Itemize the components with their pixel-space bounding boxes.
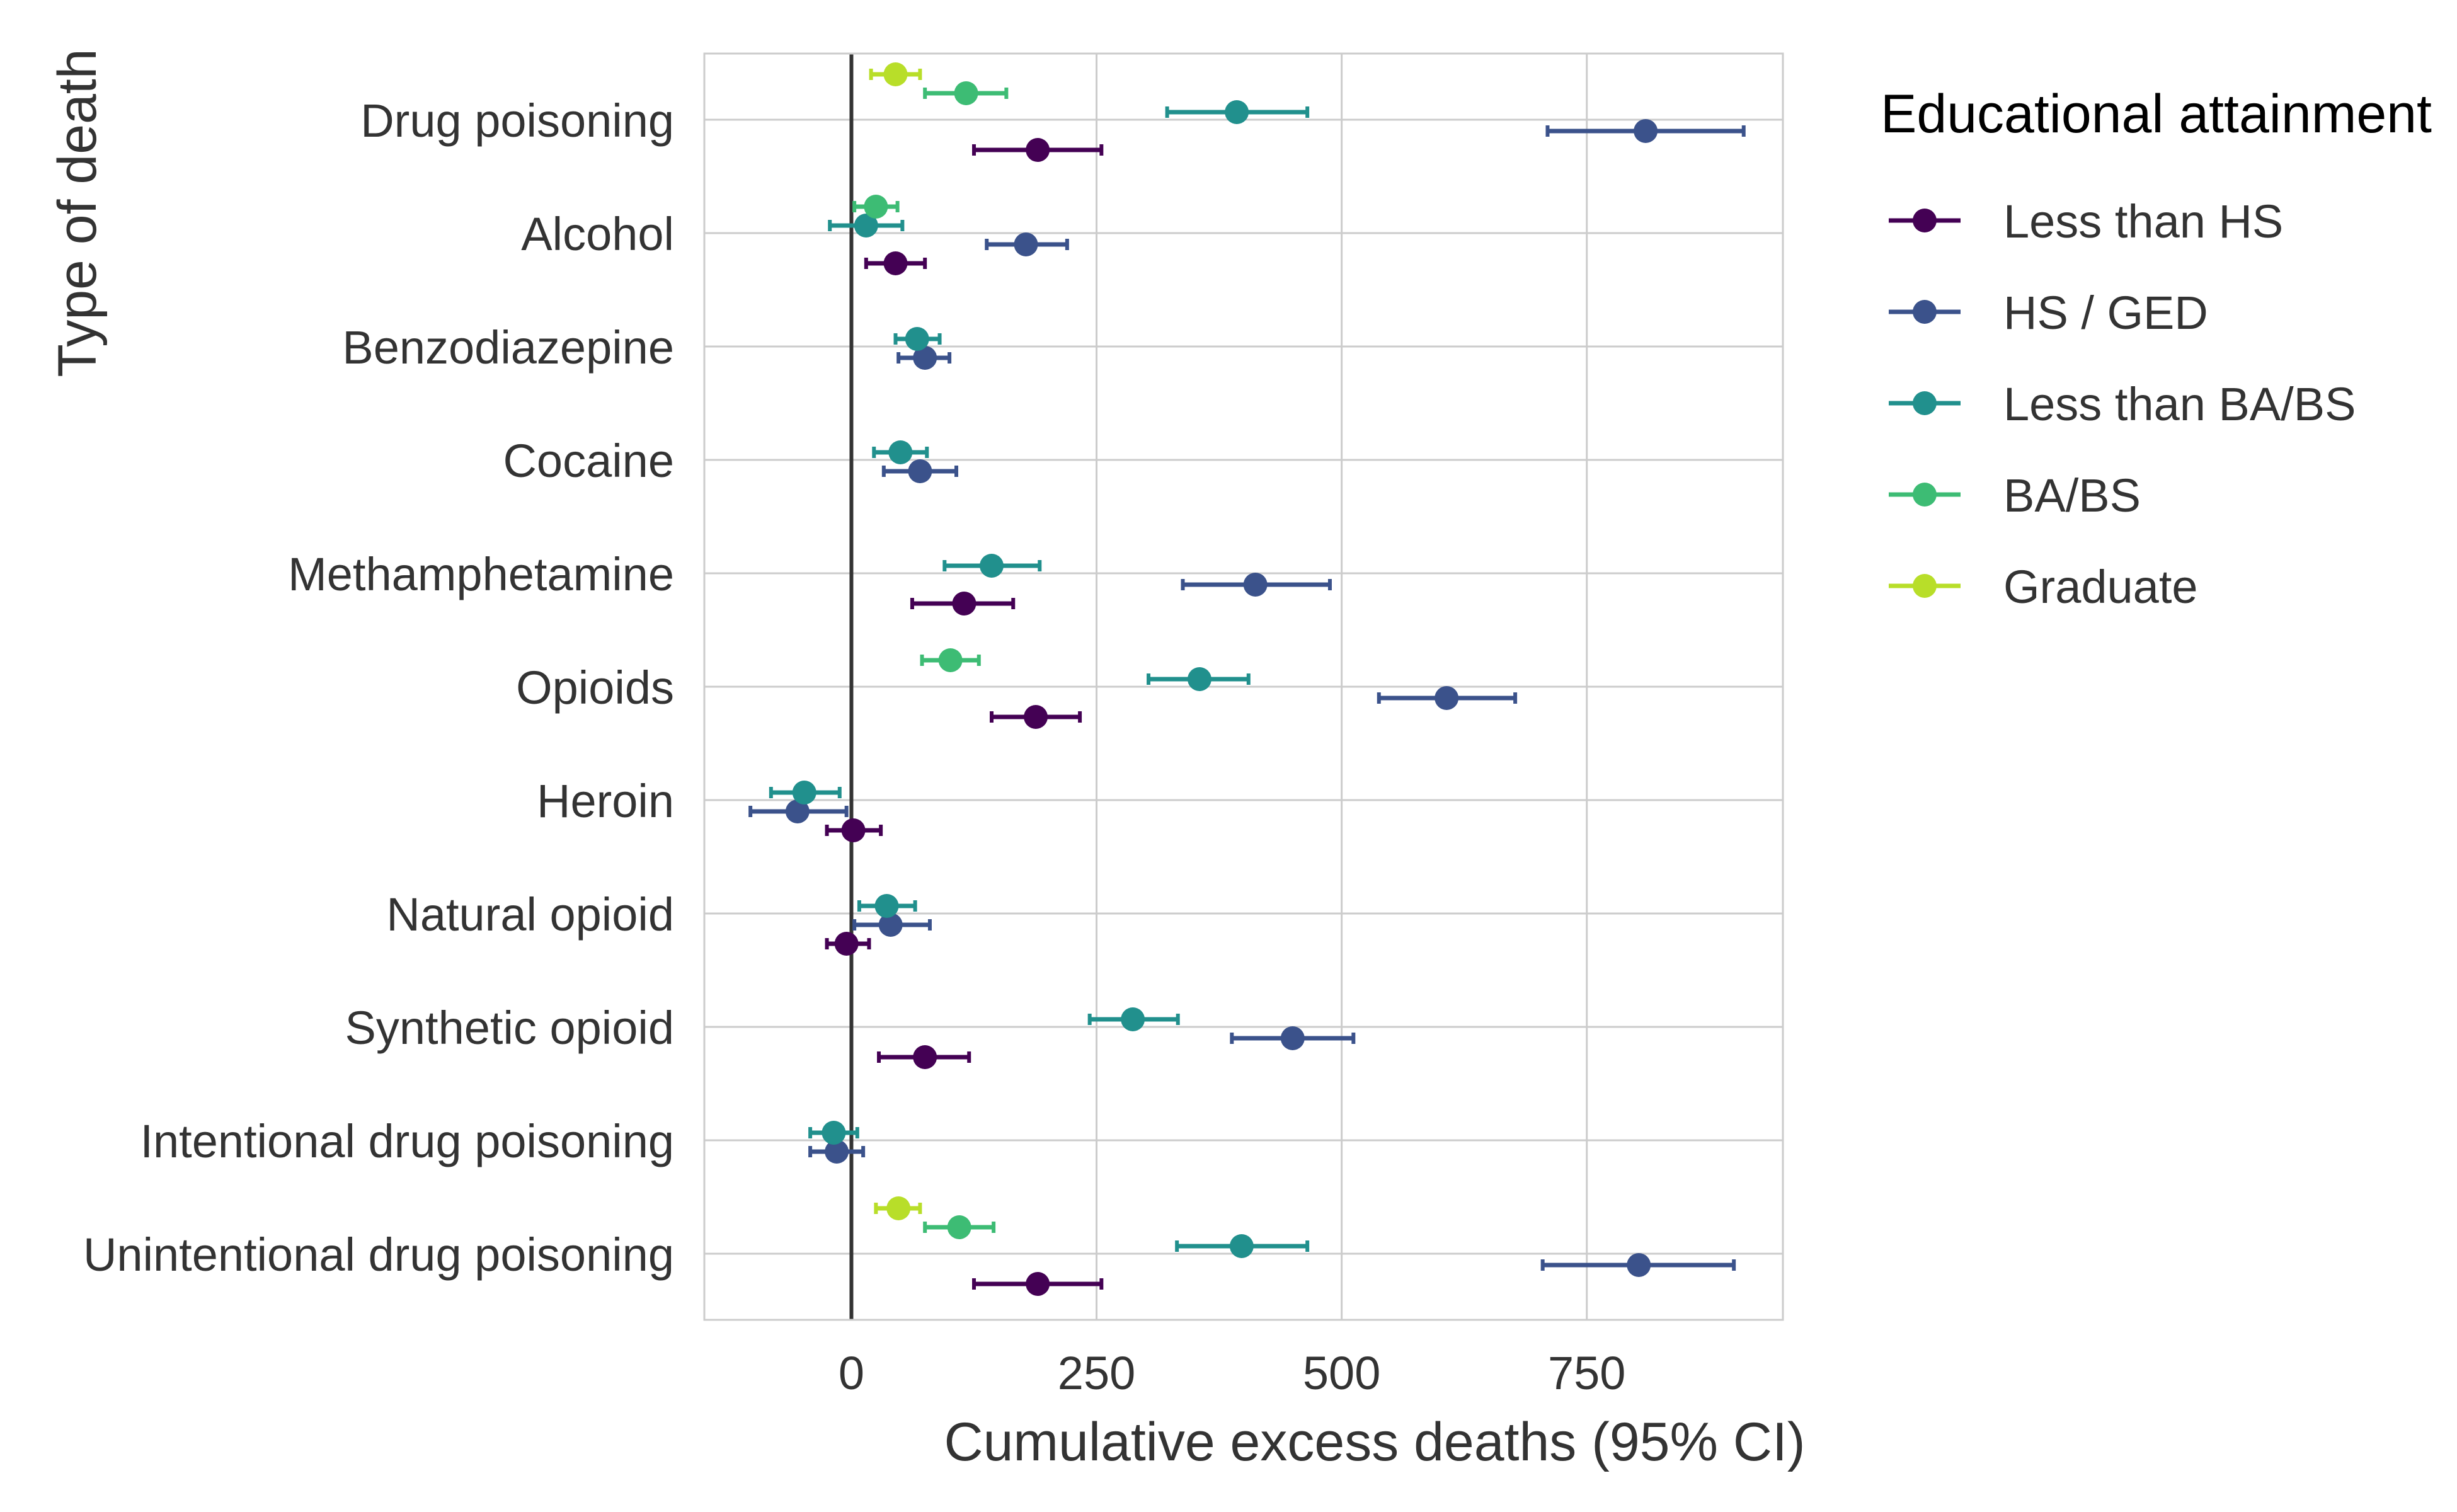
point-estimate [913,346,937,370]
legend-items: Less than HS HS / GED Less than BA/BS BA/BS… [1889,195,2356,613]
plot-area-border [703,52,1784,1321]
y-tick-label: Cocaine [503,435,674,487]
legend-marker-swatch [1913,300,1937,324]
legend-label: Less than BA/BS [2003,378,2356,430]
legend-marker-swatch [1913,574,1937,598]
series-less-than-ba-bs [769,100,1310,1258]
legend: Educational attainment Less than HS HS / … [1881,84,2432,613]
y-tick-label: Synthetic opioid [345,1002,674,1054]
point-estimate [886,1196,911,1220]
point-estimate [888,440,913,464]
y-tick-label: Opioids [516,662,674,714]
x-tick-label: 500 [1303,1347,1380,1399]
point-estimate [822,1121,846,1145]
legend-label: BA/BS [2003,469,2141,522]
x-axis-label: Cumulative excess deaths (95% CI) [944,1412,1805,1472]
point-estimate [785,799,810,823]
point-estimate [980,554,1004,578]
point-estimate [1014,232,1038,256]
legend-marker-swatch [1913,209,1937,232]
legend-label: Less than HS [2003,195,2283,248]
x-tick-labels: 0 250 500 750 [839,1347,1626,1399]
point-estimate [938,648,963,672]
y-tick-label: Intentional drug poisoning [140,1115,674,1167]
point-estimate [1121,1007,1145,1031]
y-tick-label: Natural opioid [386,888,674,941]
x-tick-label: 250 [1058,1347,1135,1399]
legend-item: Less than HS [1889,195,2283,248]
point-estimate [841,818,866,842]
y-axis-label: Type of death [47,49,108,377]
y-tick-label: Methamphetamine [288,548,674,600]
series-graduate [869,62,922,1220]
series-hs-ged [748,119,1746,1277]
point-estimate [792,781,816,805]
point-estimate [883,251,908,275]
point-estimate [913,1045,937,1069]
y-tick-label: Alcohol [521,208,674,260]
point-estimate [1634,119,1658,143]
data-marks [748,62,1746,1296]
point-estimate [905,327,929,351]
point-estimate [864,195,888,219]
y-tick-label: Heroin [537,775,674,827]
series-less-than-hs [825,138,1104,1296]
point-estimate [1187,667,1211,691]
point-estimate [1026,1272,1050,1296]
legend-item: Graduate [1889,561,2198,613]
point-estimate [1229,1234,1254,1258]
legend-label: Graduate [2003,561,2198,613]
y-tick-label: Unintentional drug poisoning [83,1228,674,1281]
legend-label: HS / GED [2003,287,2208,339]
point-estimate [1024,705,1048,729]
grid [704,54,1783,1320]
point-estimate [1026,138,1050,162]
point-estimate [954,81,978,105]
legend-title: Educational attainment [1881,84,2432,144]
point-estimate [952,592,976,616]
legend-marker-swatch [1913,483,1937,507]
point-estimate [874,894,899,918]
y-tick-label: Benzodiazepine [342,321,674,374]
point-estimate [1627,1253,1651,1277]
y-tick-label: Drug poisoning [360,94,674,147]
series-ba-bs [852,81,1009,1239]
y-tick-labels: Drug poisoning Alcohol Benzodiazepine Cocai… [83,94,674,1281]
point-estimate [878,913,903,937]
point-estimate [834,932,859,956]
point-estimate [1243,573,1268,597]
legend-item: HS / GED [1889,287,2208,339]
legend-item: Less than BA/BS [1889,378,2356,430]
point-estimate [883,62,908,86]
x-tick-label: 750 [1548,1347,1625,1399]
point-estimate [825,1140,849,1164]
point-estimate [1280,1026,1305,1050]
point-estimate [1435,686,1459,710]
point-estimate [854,214,878,238]
legend-marker-swatch [1913,391,1937,415]
legend-item: BA/BS [1889,469,2141,522]
point-estimate [947,1215,971,1239]
point-estimate [908,459,932,483]
point-estimate [1225,100,1249,124]
x-tick-label: 0 [839,1347,864,1399]
